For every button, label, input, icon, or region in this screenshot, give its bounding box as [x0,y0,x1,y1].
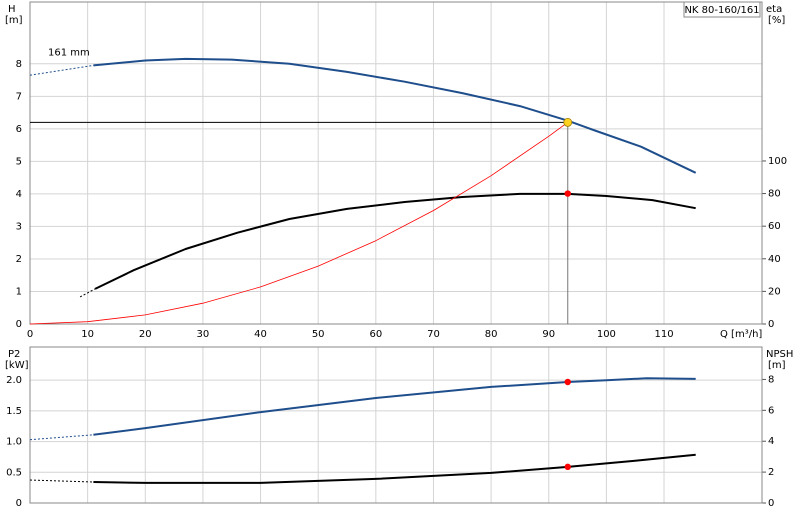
y-tick-label: 4 [16,189,22,200]
y2-tick-label: 6 [768,405,774,416]
y2-tick-label: 4 [768,436,774,447]
title-box [683,1,761,18]
y-tick-label: 1.5 [6,406,22,417]
y2-tick-label: 20 [768,286,781,297]
curve-annotation: 161 mm [48,47,90,58]
y2-tick-label: 100 [768,156,787,167]
duty-point [564,190,571,197]
y-axis-label: H [8,4,16,15]
y2-tick-label: 0 [768,319,774,330]
y2-tick-label: 60 [768,221,781,232]
duty-point [563,117,573,127]
y2-axis-unit: [%] [768,15,785,26]
curve [29,121,569,325]
y2-tick-label: 40 [768,254,781,265]
y-tick-label: 2.0 [6,375,22,386]
y-tick-label: 2 [16,254,22,265]
x-tick-label: 100 [597,329,616,340]
y2-tick-label: 0 [768,498,774,509]
curve [93,377,696,436]
x-tick-label: 80 [485,329,498,340]
y-axis-unit: [kW] [5,360,29,371]
curve [94,192,696,290]
y2-tick-label: 2 [768,467,774,478]
x-tick-label: 10 [81,329,94,340]
curve [93,57,697,174]
y-axis-label: P2 [8,349,20,360]
y2-axis-unit: [m] [768,360,786,371]
y-tick-label: 0 [16,498,22,509]
y-tick-label: 1 [16,286,22,297]
x-tick-label: 20 [139,329,152,340]
curve-extension [79,288,96,298]
x-tick-label: 110 [654,329,673,340]
y-tick-label: 0 [16,319,22,330]
y2-axis-label: NPSH [766,349,793,360]
y-tick-label: 3 [16,221,22,232]
curve-extension [29,479,94,483]
duty-point [564,378,571,386]
x-tick-label: 50 [312,329,325,340]
y2-axis-label: eta [766,4,782,15]
y-tick-label: 5 [16,156,22,167]
x-axis-label: Q [m³/h] [720,329,762,340]
y-tick-label: 6 [16,124,22,135]
y-tick-label: 7 [16,91,22,102]
y-tick-label: 8 [16,59,22,70]
y-axis-unit: [m] [5,15,23,26]
curve-extension [29,64,94,76]
plot-frame [29,346,763,504]
plot-frame [29,1,763,325]
x-tick-label: 30 [197,329,210,340]
x-tick-label: 40 [254,329,267,340]
x-tick-label: 90 [542,329,555,340]
curve-extension [29,434,94,441]
x-tick-label: 70 [427,329,440,340]
x-tick-label: 0 [27,329,33,340]
y-tick-label: 0.5 [6,467,22,478]
y2-tick-label: 80 [768,189,781,200]
curve [93,453,696,484]
duty-point [564,463,571,471]
x-tick-label: 60 [369,329,382,340]
y2-tick-label: 8 [768,374,774,385]
chart-title: NK 80-160/161 [684,5,759,16]
y-tick-label: 1.0 [6,437,22,448]
